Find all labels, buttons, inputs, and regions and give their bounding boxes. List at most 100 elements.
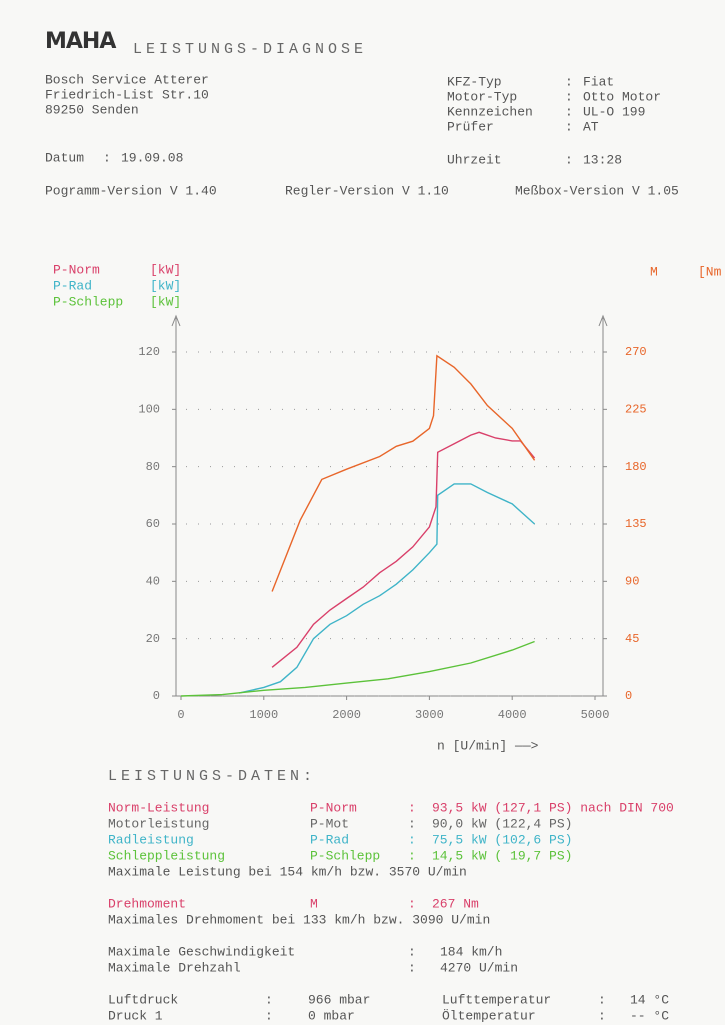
version-field: Pogramm-Version V 1.40 [45,183,217,198]
limit-field: Maximale Drehzahl [108,960,241,975]
limit-field: 4270 U/min [440,960,518,975]
power-field: Radleistung [108,832,194,847]
power-field: : [408,816,416,831]
legend-unit: [kW] [150,294,181,309]
limit-field: 184 km/h [440,944,502,959]
ambient-field: Druck 1 [108,1008,163,1023]
power-note: Maximale Leistung bei 154 km/h bzw. 3570… [108,864,467,879]
legend-unit: [kW] [150,278,181,293]
torque-field: 267 Nm [432,896,479,911]
legend-label: P-Norm [53,262,100,277]
address-line: Bosch Service Atterer [45,72,209,87]
series-line [271,431,536,668]
power-field: 93,5 kW (127,1 PS) nach DIN 700 [432,800,674,815]
y2-tick-label: 45 [625,632,639,646]
time-field: 13:28 [583,152,622,167]
ambient-field: 966 mbar [308,992,370,1007]
vehicle-field: : [565,119,573,134]
y-tick-label: 20 [146,632,160,646]
y2-tick-label: 225 [625,403,647,417]
vehicle-field: Prüfer [447,119,494,134]
x-tick-label: 4000 [498,708,527,722]
series-line [180,640,535,697]
date-field: Datum [45,150,84,165]
power-field: P-Schlepp [310,848,380,863]
version-field: Regler-Version V 1.10 [285,183,449,198]
y2-tick-label: 0 [625,689,632,703]
ambient-field: 0 mbar [308,1008,355,1023]
time-field: : [565,152,573,167]
torque-field: : [408,896,416,911]
power-field: : [408,800,416,815]
ambient-field: : [265,992,273,1007]
power-field: 14,5 kW ( 19,7 PS) [432,848,572,863]
x-tick-label: 2000 [332,708,361,722]
power-field: : [408,848,416,863]
torque-field: M [310,896,318,911]
x-tick-label: 0 [177,708,184,722]
y-tick-label: 100 [138,403,160,417]
y2-tick-label: 270 [625,345,647,359]
y-tick-label: 120 [138,345,160,359]
ambient-field: Luftdruck [108,992,178,1007]
power-field: Schleppleistung [108,848,225,863]
legend-unit: [kW] [150,262,181,277]
ambient-field: Öltemperatur [442,1008,536,1023]
vehicle-field: : [565,104,573,119]
ambient-field: -- °C [630,1008,669,1023]
report-title: LEISTUNGS-DIAGNOSE [133,41,367,58]
ambient-field: : [265,1008,273,1023]
vehicle-field: Kennzeichen [447,104,533,119]
time-field: Uhrzeit [447,152,502,167]
x-tick-label: 5000 [581,708,610,722]
y-tick-label: 40 [146,575,160,589]
address-line: Friedrich-List Str.10 [45,87,209,102]
vehicle-field: AT [583,119,599,134]
vehicle-field: : [565,74,573,89]
power-field: 90,0 kW (122,4 PS) [432,816,572,831]
date-field: 19.09.08 [121,150,183,165]
power-field: 75,5 kW (102,6 PS) [432,832,572,847]
date-field: : [103,150,111,165]
ambient-field: 14 °C [630,992,669,1007]
power-field: P-Rad [310,832,349,847]
series-line [271,354,536,592]
vehicle-field: Otto Motor [583,89,661,104]
power-field: : [408,832,416,847]
right-axis [598,314,608,696]
torque-note: Maximales Drehmoment bei 133 km/h bzw. 3… [108,912,490,927]
logo: MAHA [45,29,116,54]
address-line: 89250 Senden [45,102,139,117]
limit-field: : [408,944,416,959]
ambient-field: : [598,1008,606,1023]
y-tick-label: 60 [146,517,160,531]
y2-tick-label: 180 [625,460,647,474]
power-field: Motorleistung [108,816,209,831]
vehicle-field: KFZ-Typ [447,74,502,89]
vehicle-field: Motor-Typ [447,89,517,104]
x-tick-label: 3000 [415,708,444,722]
limit-field: : [408,960,416,975]
power-field: Norm-Leistung [108,800,209,815]
legend-label: M [650,264,658,279]
y2-tick-label: 90 [625,575,639,589]
vehicle-field: : [565,89,573,104]
legend-unit: [Nm [698,264,722,279]
ambient-field: Lufttemperatur [442,992,551,1007]
left-axis [171,314,181,696]
legend-label: P-Schlepp [53,294,123,309]
results-title: LEISTUNGS-DATEN: [108,768,316,785]
legend-label: P-Rad [53,278,92,293]
vehicle-field: UL-O 199 [583,104,645,119]
version-field: Meßbox-Version V 1.05 [515,183,679,198]
y2-tick-label: 135 [625,517,647,531]
torque-field: Drehmoment [108,896,186,911]
x-axis-label: n [U/min] ——> [437,738,539,753]
x-tick-label: 1000 [249,708,278,722]
power-field: P-Mot [310,816,349,831]
y-tick-label: 80 [146,460,160,474]
series-line [238,483,536,694]
vehicle-field: Fiat [583,74,614,89]
power-field: P-Norm [310,800,357,815]
